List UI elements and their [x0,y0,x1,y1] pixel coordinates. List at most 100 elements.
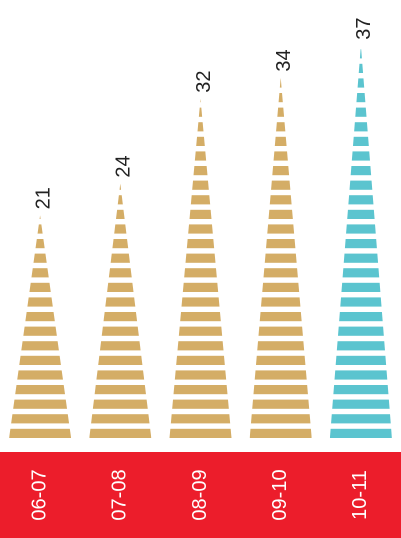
bar-segment [249,195,312,205]
bar-segment [329,78,392,88]
bar-segment [329,49,392,59]
bar-segment [169,312,232,322]
bar-segment [89,183,152,190]
bar-segment [169,122,232,132]
bar-segment [89,195,152,205]
category-label: 09-10 [269,469,291,520]
bar-segment [329,209,392,219]
bar-segment [329,239,392,249]
bar-segment [249,428,312,438]
bar-segment [249,268,312,278]
bar-segment [329,399,392,409]
bar-segment [169,224,232,234]
bar-segment [249,239,312,249]
bar-segment [9,268,72,278]
bar-segment [249,385,312,395]
bar-segment [329,297,392,307]
value-label: 21 [32,187,54,209]
bar-segment [249,297,312,307]
bar-segment [249,312,312,322]
value-label: 24 [113,155,135,177]
bar-segment [9,385,72,395]
bar-segment [249,136,312,146]
bar-segment [169,355,232,365]
bar-06-07 [9,215,72,438]
bar-segment [9,282,72,292]
bar-segment [329,136,392,146]
bar-segment [249,414,312,424]
bar-segment [329,326,392,336]
bar-segment [169,385,232,395]
category-label: 06-07 [28,469,50,520]
category-label: 07-08 [109,469,131,520]
bar-segment [329,93,392,103]
value-label: 32 [193,71,215,93]
bar-segment [9,326,72,336]
bar-segment [169,297,232,307]
bar-segment [329,385,392,395]
bar-segment [329,151,392,161]
bar-segment [169,107,232,117]
bar-segment [329,355,392,365]
bar-segment [89,399,152,409]
bar-08-09 [169,98,232,438]
bar-segment [169,282,232,292]
bar-segment [249,399,312,409]
bar-segment [9,224,72,234]
bar-07-08 [89,183,152,438]
bar-segment [89,253,152,263]
bar-10-11 [329,49,392,438]
bar-segment [9,399,72,409]
bar-segment [329,253,392,263]
bar-segment [9,312,72,322]
bar-segment [89,239,152,249]
bar-segment [89,355,152,365]
bar-segment [89,268,152,278]
bar-segment [89,414,152,424]
bar-segment [169,399,232,409]
bar-segment [249,355,312,365]
bar-segment [169,98,232,103]
bar-segment [169,239,232,249]
bar-segment [89,385,152,395]
bar-segment [169,341,232,351]
bar-segment [249,209,312,219]
bar-segment [329,428,392,438]
bar-segment [329,63,392,73]
bar-segment [329,107,392,117]
bar-segment [169,180,232,190]
bar-segment [89,297,152,307]
value-label: 37 [353,18,375,40]
bar-segment [89,341,152,351]
value-label: 34 [273,49,295,71]
bar-segment [169,370,232,380]
bar-segment [249,370,312,380]
bar-segment [249,122,312,132]
bar-segment [169,195,232,205]
bar-segment [249,107,312,117]
bar-segment [89,312,152,322]
bar-segment [329,341,392,351]
bar-segment [329,224,392,234]
bar-segment [169,166,232,176]
bar-segment [9,414,72,424]
bar-segment [169,268,232,278]
bar-segment [249,180,312,190]
bar-segment [329,268,392,278]
category-band [0,452,401,538]
bar-segment [89,326,152,336]
bar-segment [169,414,232,424]
bar-segment [329,195,392,205]
bar-segment [9,239,72,249]
bar-segment [169,253,232,263]
category-label: 10-11 [349,470,371,520]
bar-segment [249,326,312,336]
bar-segment [249,151,312,161]
bar-segment [9,428,72,438]
bar-09-10 [249,78,312,438]
bar-segment [89,370,152,380]
bar-segment [9,341,72,351]
bar-segment [169,428,232,438]
